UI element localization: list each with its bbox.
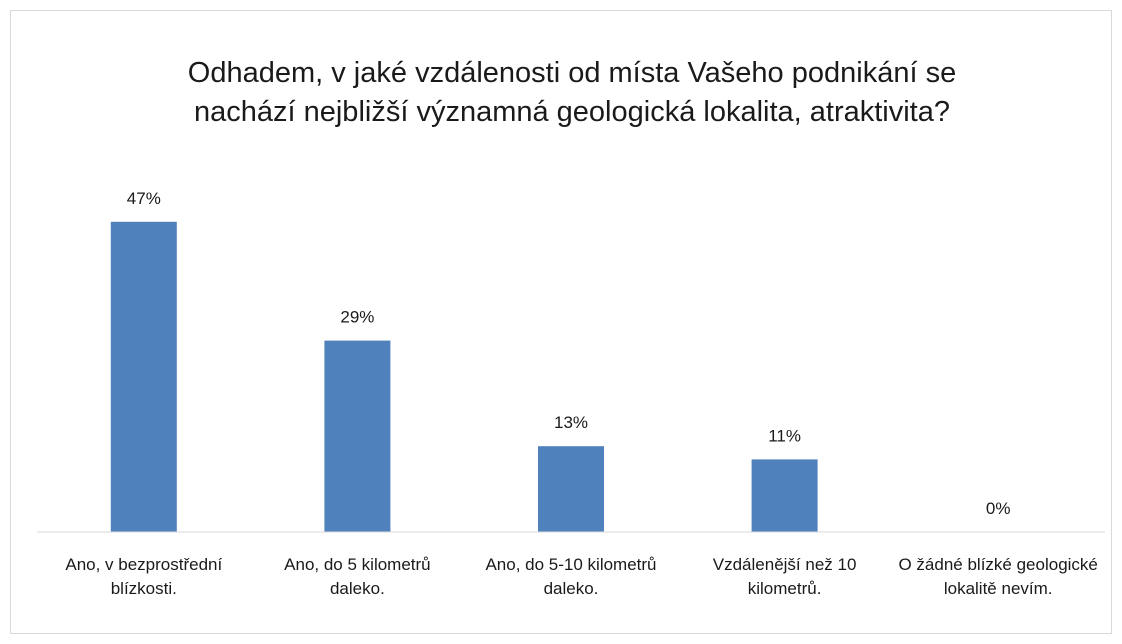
bar	[538, 446, 604, 532]
bar	[110, 221, 177, 533]
data-label: 11%	[768, 426, 801, 445]
data-label: 47%	[127, 189, 161, 208]
bar	[751, 459, 818, 532]
x-tick-label: O žádné blízké geologické lokalitě nevím…	[898, 555, 1098, 598]
x-tick-label: Ano, v bezprostřední blízkosti.	[65, 555, 223, 598]
data-label: 0%	[986, 499, 1011, 518]
x-tick-label: Ano, do 5-10 kilometrů daleko.	[485, 555, 657, 598]
x-tick-label: Ano, do 5 kilometrů daleko.	[284, 555, 431, 598]
data-label: 13%	[554, 413, 588, 432]
bar	[324, 340, 391, 532]
x-tick-label: Vzdálenější než 10 kilometrů.	[712, 555, 857, 598]
data-label: 29%	[340, 308, 374, 327]
chart-title: Odhadem, v jaké vzdálenosti od místa Vaš…	[187, 57, 957, 128]
